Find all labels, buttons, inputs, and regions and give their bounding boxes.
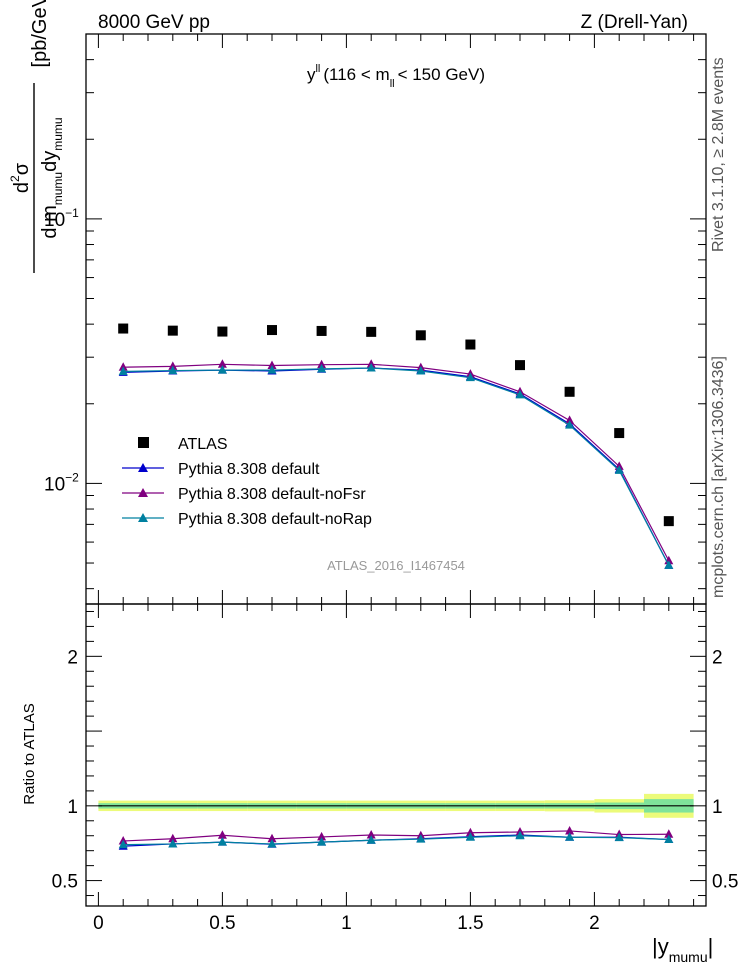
atlas-data-point [267,325,277,336]
ratio-point-noFsr [664,829,674,838]
ratio-point-noRap [565,832,575,841]
series-point-noRap [366,363,376,372]
series-line-noFsr [123,363,670,562]
ratio-point-noFsr [317,831,327,841]
atlas-data-point [465,339,476,350]
ratio-point-noRap [614,832,624,842]
header-left: 8000 GeV pp [98,12,210,33]
series-point-noRap [465,372,475,382]
ratio-point-noFsr [267,833,277,843]
x-tick-label: 1 [341,913,352,934]
ratio-plot-ticks: 0.5 0.5 1 1 2 2 0 0.5 1 1.5 2 [52,604,738,934]
legend-label-norap: Pythia 8.308 default-noRap [178,511,372,528]
atlas-data-point [167,325,178,336]
ratio-y-tick-label-right: 0.5 [712,872,738,893]
series-point-noRap [217,365,227,374]
legend-label-nofsr: Pythia 8.308 default-noFsr [178,486,366,503]
series-point-noFsr [217,359,227,368]
main-plot-panel: 10−2 10−1 yll (116 < mll < 150 GeV) d2σ d m… [8,0,707,605]
rivet-version-label: Rivet 3.1.10, ≥ 2.8M events [710,57,727,252]
ratio-point-noFsr [565,825,575,835]
ratio-point-noRap [416,834,426,843]
legend-label-atlas: ATLAS [178,436,228,453]
legend-marker-atlas [138,437,149,448]
ratio-point-noRap [366,835,376,844]
ratio-plot-frame [85,603,707,907]
ratio-point-noRap [118,839,128,849]
series-point-noRap [118,366,128,375]
x-tick-label: 0 [93,913,104,934]
ratio-line-noRap [123,835,669,846]
ratio-point-noRap [465,832,475,841]
y-tick-label: 10−2 [44,470,79,495]
ratio-y-axis-label: Ratio to ATLAS [21,703,38,804]
ratio-point-noRap [267,838,277,848]
ratio-y-tick-label-right: 2 [712,647,723,668]
series-point-noRap [614,465,624,474]
series-point-noFsr [118,362,128,371]
ratio-point-noRap [168,838,178,848]
series-point-noRap [416,366,426,375]
ratio-y-tick-label-right: 1 [712,797,723,818]
atlas-data-point [564,386,575,397]
legend-marker-norap [138,513,148,522]
ratio-point-noFsr [465,827,475,837]
series-point-noRap [267,365,277,374]
series-line-noRap [123,367,670,566]
series-point-noRap [317,363,327,373]
x-tick-label: 0.5 [209,913,235,934]
ratio-y-tick-label-left: 2 [67,647,78,668]
series-point-noRap [565,420,575,429]
legend-label-default: Pythia 8.308 default [178,461,320,478]
main-plot-ticks: 10−2 10−1 [44,33,706,604]
ylabel-unit: [pb/GeV] [29,0,51,67]
ratio-line-noFsr [123,830,669,842]
mcplots-label: mcplots.cern.ch [arXiv:1306.3436] [710,356,727,598]
ratio-point-noRap [515,830,525,840]
atlas-data-point [118,323,129,334]
analysis-watermark: ATLAS_2016_I1467454 [327,558,465,573]
y-tick-label: 10−1 [44,206,79,231]
atlas-data-point [316,325,327,336]
ratio-plot-series [118,825,674,850]
atlas-data-point [515,360,525,371]
ratio-point-noRap [664,834,674,843]
x-tick-label: 2 [589,913,600,934]
ylabel-numerator: d2σ [8,162,33,193]
legend: ATLAS Pythia 8.308 default Pythia 8.308 … [122,436,372,528]
series-point-noFsr [267,360,277,370]
ratio-y-tick-label-left: 1 [67,797,78,818]
header-right: Z (Drell-Yan) [581,12,688,33]
ratio-point-noFsr [217,830,227,839]
atlas-data-point [663,516,674,527]
main-plot-series [118,323,674,569]
plot-title: yll (116 < mll < 150 GeV) [307,63,485,90]
legend-marker-nofsr [138,488,148,497]
ratio-point-noRap [217,837,227,846]
series-point-noFsr [565,415,575,424]
atlas-data-point [217,326,228,337]
atlas-data-point [614,428,625,439]
ratio-point-noFsr [168,833,178,843]
ratio-panel: 0.5 0.5 1 1 2 2 0 0.5 1 1.5 2 Ratio to ATLAS |ymum… [21,603,738,965]
atlas-data-point [415,330,426,341]
ratio-uncertainty-band [98,793,694,818]
series-point-noRap [664,560,674,569]
legend-marker-default [138,463,148,472]
series-point-noRap [515,389,525,399]
series-point-noRap [168,365,178,375]
main-y-axis-label: d2σ d mmumudymumu [pb/GeV] [8,0,65,273]
ylabel-denominator: d mmumudymumu [39,117,65,238]
ratio-y-tick-label-left: 0.5 [52,872,78,893]
ratio-point-noRap [317,837,327,846]
x-tick-label: 1.5 [457,913,483,934]
x-axis-label: |ymumu| [652,934,713,965]
atlas-data-point [366,326,377,337]
ratio-point-noFsr [366,829,376,839]
